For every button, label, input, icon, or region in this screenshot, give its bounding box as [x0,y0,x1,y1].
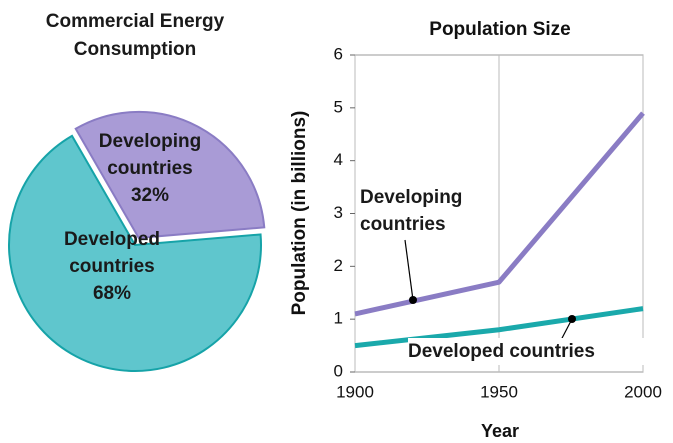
chart-title: Population Size [429,19,570,40]
series-annotation: Developing countries [360,187,463,235]
leader-dot [409,296,417,304]
slice-label: Developed countries [63,229,161,277]
slice-label: Developing countries [98,131,202,179]
pie-slice [74,110,266,239]
y-tick-label: 2 [334,256,343,275]
pie-title: Commercial Energy Consumption [45,11,225,60]
slice-value: 68% [92,283,132,304]
x-tick-label: 2000 [624,382,662,401]
x-tick-label: 1950 [480,382,518,401]
y-tick-label: 6 [334,44,343,63]
y-tick-label: 0 [334,361,343,380]
slice-value: 32% [130,185,170,206]
y-tick-label: 1 [334,309,343,328]
series-line [354,111,645,317]
series-annotation: Developed countries [408,338,648,365]
pie-slice [8,134,262,372]
y-tick-label: 4 [334,150,343,169]
series-line [354,306,644,349]
leader-dot [568,315,576,323]
x-tick-label: 1900 [336,382,374,401]
leader-line [404,239,414,301]
x-axis-label: Year [481,421,519,441]
y-tick-label: 5 [334,97,343,116]
y-tick-label: 3 [334,203,343,222]
y-axis-label: Population (in billions) [289,111,310,316]
